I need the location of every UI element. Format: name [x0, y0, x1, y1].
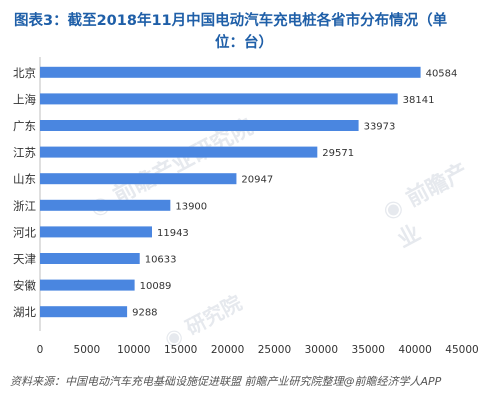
bar-value-label: 33973 [364, 122, 396, 133]
bar-value-label: 10633 [145, 255, 177, 266]
category-label: 江苏 [13, 146, 36, 160]
x-tick-label: 20000 [211, 344, 244, 356]
bar [40, 120, 359, 131]
bar-chart: 北京 40584 上海 38141 广东 33973 江苏 29571 山东 20947 浙江 139… [13, 57, 479, 356]
bar [40, 66, 421, 78]
bar-value-label: 38141 [403, 95, 435, 106]
x-tick-label: 40000 [398, 344, 431, 356]
bar [40, 199, 171, 211]
bar [40, 253, 140, 264]
bar [40, 279, 135, 291]
category-label: 湖北 [13, 305, 36, 319]
category-label: 广东 [13, 119, 36, 133]
chart-title-line1: 图表3：截至2018年11月中国电动汽车充电桩各省市分布情况（单 [14, 13, 448, 29]
category-label: 山东 [13, 172, 36, 186]
x-tick-label: 15000 [164, 344, 197, 356]
bar-value-label: 29571 [322, 148, 354, 159]
category-label: 安徽 [13, 279, 36, 293]
category-label: 北京 [13, 66, 36, 80]
bar [40, 93, 398, 105]
category-label: 浙江 [13, 199, 36, 213]
x-tick-label: 0 [37, 344, 44, 356]
bar [40, 173, 237, 185]
chart-title: 图表3：截至2018年11月中国电动汽车充电桩各省市分布情况（单 位：台） [14, 10, 474, 54]
bar-value-label: 11943 [157, 228, 189, 239]
x-tick-label: 45000 [445, 344, 478, 356]
bar-value-label: 20947 [241, 175, 273, 186]
x-tick-label: 10000 [117, 344, 150, 356]
x-tick-label: 30000 [305, 344, 338, 356]
x-tick-label: 25000 [258, 344, 291, 356]
source-note: 资料来源：中国电动汽车充电基础设施促进联盟 前瞻产业研究院整理@前瞻经济学人AP… [10, 375, 442, 388]
chart-title-line2: 位：台） [215, 35, 273, 51]
category-label: 天津 [13, 252, 36, 266]
bar-value-label: 13900 [175, 201, 207, 212]
bar-value-label: 9288 [132, 308, 157, 319]
bar-value-label: 10089 [140, 281, 172, 292]
bar [40, 226, 152, 238]
bar [40, 306, 128, 318]
x-tick-label: 5000 [74, 344, 101, 356]
bar-value-label: 40584 [426, 68, 458, 79]
category-label: 上海 [13, 92, 36, 106]
bar [40, 146, 318, 158]
category-label: 河北 [13, 225, 36, 239]
x-tick-label: 35000 [352, 344, 385, 356]
